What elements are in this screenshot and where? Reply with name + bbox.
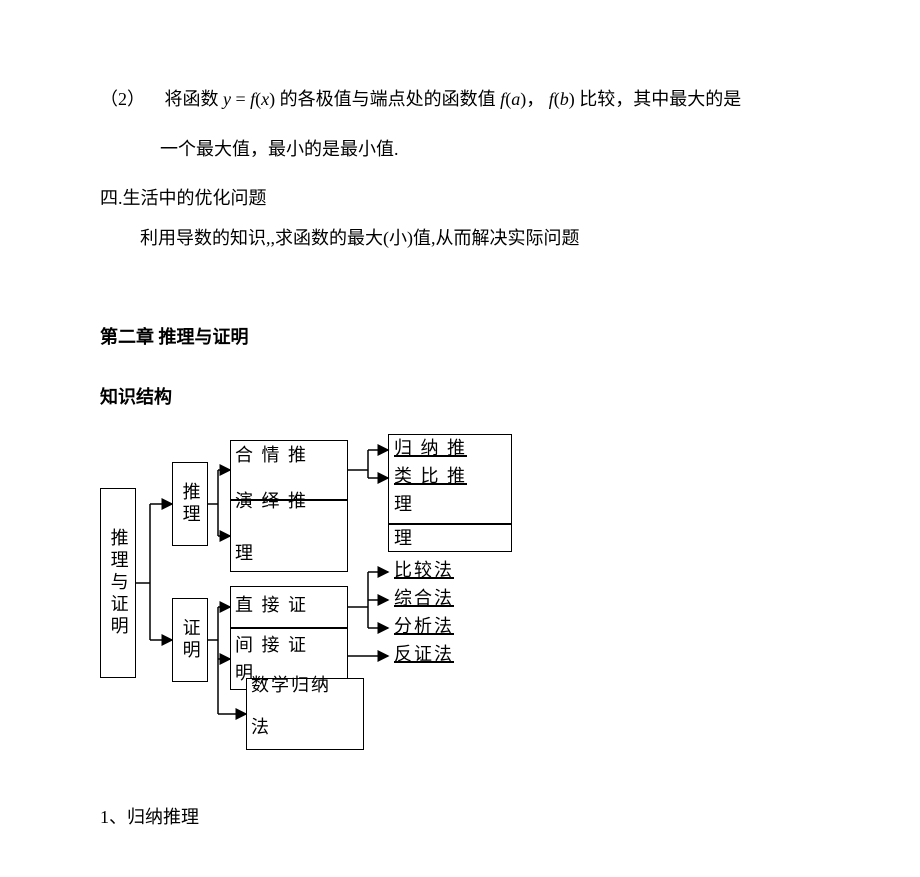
section-4-title: 四.生活中的优化问题 (100, 179, 820, 219)
node-yanyi-label1: 演 绎 推 (235, 489, 308, 514)
leaf-fenxi: 分析法 (394, 614, 454, 639)
node-reasoning: 推理 (172, 462, 208, 546)
knowledge-structure-title: 知识结构 (100, 378, 820, 418)
node-shuxue-label2: 法 (251, 715, 271, 740)
node-reasoning-label: 推理 (177, 482, 202, 526)
node-root: 推理与证明 (100, 488, 136, 678)
expr-y: y (223, 89, 231, 109)
leaf-leibi2: 理 (394, 492, 414, 517)
chapter-2-title: 第二章 推理与证明 (100, 318, 820, 358)
leaf-bijiao: 比较法 (394, 558, 454, 583)
item-2-text-a: 将函数 (165, 89, 224, 109)
leaf-li: 理 (394, 526, 414, 551)
node-yanyi-label2: 理 (235, 541, 255, 566)
leaf-zonghe: 综合法 (394, 586, 454, 611)
node-proof: 证明 (172, 598, 208, 682)
expr-x: x (261, 89, 269, 109)
node-shuxue: 数学归纳 法 (246, 678, 364, 750)
section-4-body: 利用导数的知识,,求函数的最大(小)值,从而解决实际问题 (100, 219, 820, 259)
item-2-line1: （2） 将函数 y = f(x) 的各极值与端点处的函数值 f(a)， f(b)… (100, 80, 820, 120)
node-root-label: 推理与证明 (105, 528, 130, 638)
node-zhijie-label: 直 接 证 (235, 593, 308, 618)
leaf-fanzheng: 反证法 (394, 642, 454, 667)
item-2-text-c: ， (526, 89, 544, 109)
diagram-container: 推理与证明 推理 证明 合 情 推 演 绎 推 理 直 接 证 间 接 证 (100, 428, 820, 768)
leaf-guina: 归 纳 推 (394, 436, 467, 461)
item-2-text-b: 的各极值与端点处的函数值 (275, 89, 500, 109)
leaf-leibi: 类 比 推 (394, 464, 467, 489)
node-shuxue-label1: 数学归纳 (251, 673, 331, 698)
node-zhijie: 直 接 证 (230, 586, 348, 628)
expr-b: b (560, 89, 569, 109)
node-proof-label: 证明 (177, 618, 202, 662)
expr-a: a (511, 89, 520, 109)
last-item: 1、归纳推理 (100, 798, 820, 838)
expr-eq: = (231, 89, 250, 109)
item-2-text-d: 比较，其中最大的是 (575, 89, 742, 109)
item-2-line2: 一个最大值，最小的是最小值. (100, 130, 820, 170)
node-heqing-label: 合 情 推 (235, 443, 308, 468)
node-jianjie-label1: 间 接 证 (235, 633, 308, 658)
node-yanyi: 演 绎 推 理 (230, 500, 348, 572)
item-2-number: （2） (100, 80, 160, 120)
